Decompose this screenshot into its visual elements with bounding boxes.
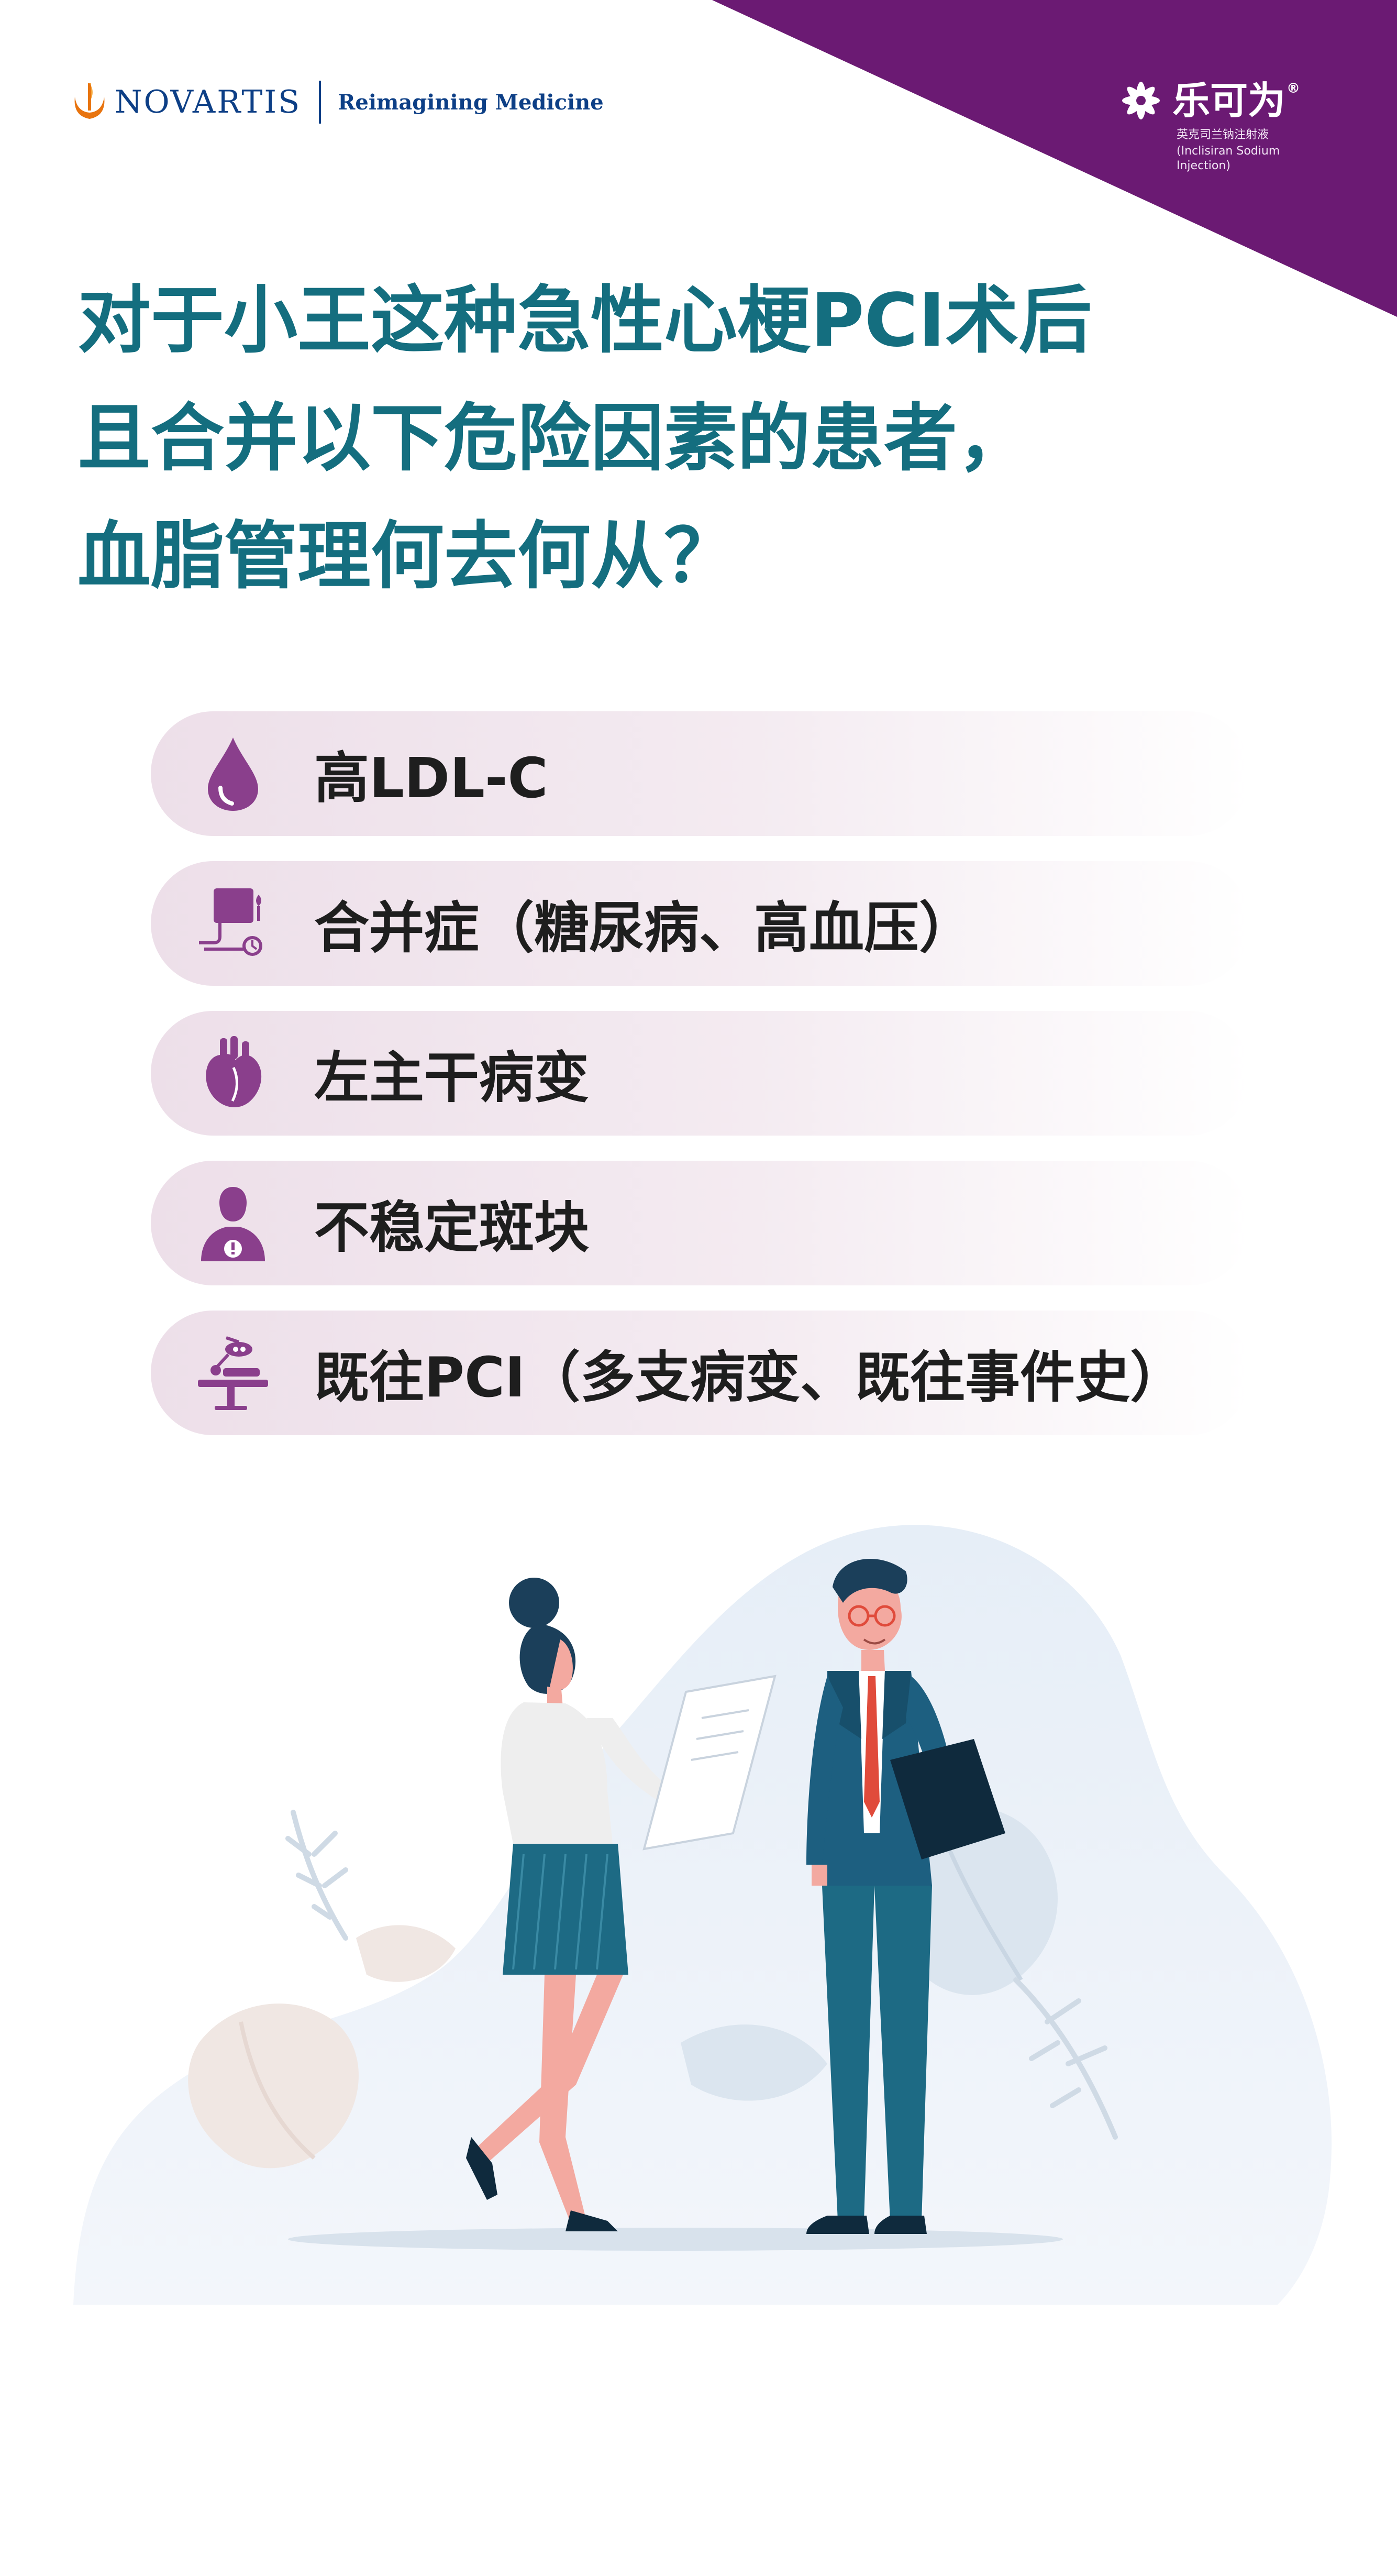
doctor-and-patient-illustration [73,1525,1332,2305]
risk-factor-label: 既往PCI（多支病变、既往事件史） [314,1346,1185,1410]
novartis-tagline: Reimagining Medicine [338,90,604,115]
risk-factor-label: 左主干病变 [314,1046,590,1110]
risk-factor-item: 高LDL-C [151,711,1250,836]
risk-factor-item: 合并症（糖尿病、高血压） [151,861,1250,986]
risk-factor-item: 左主干病变 [151,1011,1250,1136]
novartis-wordmark: NOVARTIS [115,84,302,120]
novartis-logo: NOVARTIS Reimagining Medicine [71,79,604,126]
headline-line-2: 且合并以下危险因素的患者， [77,396,1031,481]
risk-factor-item: 既往PCI（多支病变、既往事件史） [151,1311,1250,1435]
heart-icon [194,1034,272,1113]
product-brand: 乐可为® 英克司兰钠注射液 (Inclisiran Sodium Injecti… [1113,74,1333,172]
headline-line-3: 血脂管理何去何从？ [77,514,738,599]
risk-factor-label: 合并症（糖尿病、高血压） [314,896,974,960]
page-headline: 对于小王这种急性心梗PCI术后 且合并以下危险因素的患者， 血脂管理何去何从？ [77,262,1334,615]
novartis-flame-icon [74,83,105,119]
blood-drop-icon [194,734,272,813]
product-name-text: 乐可为 [1172,79,1286,123]
operating-table-icon [194,1334,272,1412]
registered-mark: ® [1287,81,1301,96]
headline-line-1: 对于小王这种急性心梗PCI术后 [77,278,1092,364]
risk-factor-label: 高LDL-C [314,746,548,810]
product-subtitle-en: (Inclisiran Sodium Injection) [1177,144,1280,173]
product-subtitle-cn: 英克司兰钠注射液 [1177,128,1269,141]
leaf-decoration-left [188,1810,456,2168]
blood-pressure-monitor-icon [194,884,272,963]
man-figure [806,1559,1005,2234]
risk-factor-list: 高LDL-C 合并症（糖尿病、高血压） 左主干病 [151,711,1250,1460]
floor-shadow [288,2228,1063,2251]
person-warning-icon [194,1184,272,1262]
product-logo-icon [1122,82,1160,119]
product-name: 乐可为® [1172,82,1300,119]
risk-factor-label: 不稳定斑块 [314,1196,590,1260]
background-cloud-shape [73,1525,1332,2305]
woman-figure [466,1578,777,2231]
risk-factor-item: 不稳定斑块 [151,1161,1250,1285]
logo-divider [319,81,321,124]
leaf-decoration-right [681,1808,1118,2140]
